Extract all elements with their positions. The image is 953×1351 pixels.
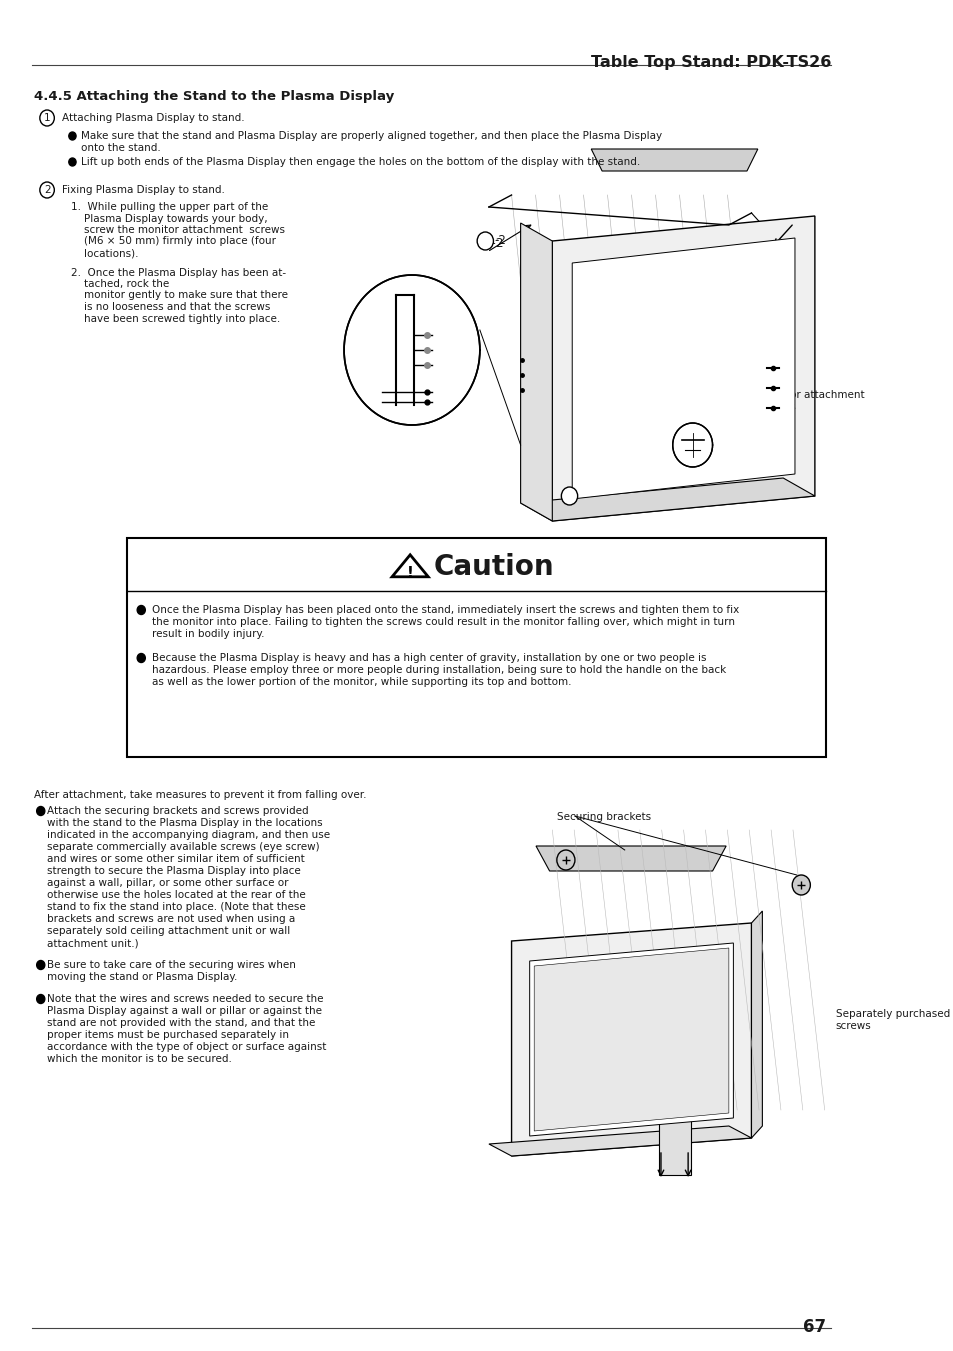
Polygon shape <box>534 948 728 1131</box>
Text: (M6 × 50 mm) firmly into place (four: (M6 × 50 mm) firmly into place (four <box>71 236 275 246</box>
Circle shape <box>137 605 145 615</box>
Text: After attachment, take measures to prevent it from falling over.: After attachment, take measures to preve… <box>34 790 367 800</box>
Text: against a wall, pillar, or some other surface or: against a wall, pillar, or some other su… <box>47 878 288 888</box>
Circle shape <box>560 486 578 505</box>
Circle shape <box>137 654 145 662</box>
Circle shape <box>791 875 809 894</box>
Text: attachment unit.): attachment unit.) <box>47 938 138 948</box>
Circle shape <box>36 961 45 970</box>
Text: stand are not provided with the stand, and that the: stand are not provided with the stand, a… <box>47 1019 315 1028</box>
Text: Table Top Stand: PDK-TS26: Table Top Stand: PDK-TS26 <box>590 55 830 70</box>
Text: Note that the wires and screws needed to secure the: Note that the wires and screws needed to… <box>47 994 323 1004</box>
Text: Plasma Display towards your body,: Plasma Display towards your body, <box>71 213 267 223</box>
Polygon shape <box>529 943 733 1136</box>
Text: Separately purchased
screws: Separately purchased screws <box>835 1009 949 1031</box>
Text: brackets and screws are not used when using a: brackets and screws are not used when us… <box>47 915 295 924</box>
FancyBboxPatch shape <box>613 409 648 476</box>
Text: Plasma Display against a wall or pillar or against the: Plasma Display against a wall or pillar … <box>47 1006 322 1016</box>
Text: hazardous. Please employ three or more people during installation, being sure to: hazardous. Please employ three or more p… <box>152 665 725 676</box>
Text: 1: 1 <box>44 113 51 123</box>
Text: Attach the securing brackets and screws provided: Attach the securing brackets and screws … <box>47 807 309 816</box>
Text: Be sure to take care of the securing wires when: Be sure to take care of the securing wir… <box>47 961 295 970</box>
Text: screw the monitor attachment  screws: screw the monitor attachment screws <box>71 226 284 235</box>
Text: !: ! <box>406 566 414 581</box>
Text: separate commercially available screws (eye screw): separate commercially available screws (… <box>47 842 319 852</box>
Text: indicated in the accompanying diagram, and then use: indicated in the accompanying diagram, a… <box>47 830 330 840</box>
Circle shape <box>40 182 54 199</box>
Text: proper items must be purchased separately in: proper items must be purchased separatel… <box>47 1029 289 1040</box>
Polygon shape <box>392 555 428 577</box>
Circle shape <box>36 807 45 816</box>
Text: ③-2: ③-2 <box>479 236 503 250</box>
Circle shape <box>36 994 45 1004</box>
Circle shape <box>69 158 76 166</box>
Text: accordance with the type of object or surface against: accordance with the type of object or su… <box>47 1042 326 1052</box>
Text: Lift up both ends of the Plasma Display then engage the holes on the bottom of t: Lift up both ends of the Plasma Display … <box>81 157 640 168</box>
Text: 1.  While pulling the upper part of the: 1. While pulling the upper part of the <box>71 203 268 212</box>
Text: Caution: Caution <box>434 553 554 581</box>
Text: Securing brackets: Securing brackets <box>557 812 650 821</box>
Polygon shape <box>536 846 725 871</box>
Polygon shape <box>751 911 761 1138</box>
Text: -1: -1 <box>578 489 590 503</box>
Text: the monitor into place. Failing to tighten the screws could result in the monito: the monitor into place. Failing to tight… <box>152 617 735 627</box>
Text: Make sure that the stand and Plasma Display are properly aligned together, and t: Make sure that the stand and Plasma Disp… <box>81 131 662 153</box>
Circle shape <box>344 276 479 426</box>
Circle shape <box>69 132 76 141</box>
Text: tached, rock the: tached, rock the <box>71 280 169 289</box>
Text: Because the Plasma Display is heavy and has a high center of gravity, installati: Because the Plasma Display is heavy and … <box>152 653 706 663</box>
Text: stand to fix the stand into place. (Note that these: stand to fix the stand into place. (Note… <box>47 902 306 912</box>
Circle shape <box>672 423 712 467</box>
Text: 2.  Once the Plasma Display has been at-: 2. Once the Plasma Display has been at- <box>71 267 286 277</box>
Polygon shape <box>591 149 757 172</box>
Text: locations).: locations). <box>71 249 138 258</box>
Text: as well as the lower portion of the monitor, while supporting its top and bottom: as well as the lower portion of the moni… <box>152 677 571 688</box>
Text: 2: 2 <box>44 185 51 195</box>
Polygon shape <box>520 478 814 521</box>
Text: 67: 67 <box>801 1319 825 1336</box>
Text: -2: -2 <box>494 235 506 247</box>
FancyBboxPatch shape <box>127 538 825 757</box>
Text: with the stand to the Plasma Display in the locations: with the stand to the Plasma Display in … <box>47 817 322 828</box>
Polygon shape <box>572 238 794 499</box>
Text: strength to secure the Plasma Display into place: strength to secure the Plasma Display in… <box>47 866 300 875</box>
Text: monitor gently to make sure that there: monitor gently to make sure that there <box>71 290 287 300</box>
Text: which the monitor is to be secured.: which the monitor is to be secured. <box>47 1054 232 1065</box>
Text: result in bodily injury.: result in bodily injury. <box>152 630 264 639</box>
FancyBboxPatch shape <box>659 1111 690 1175</box>
Text: Fixing Plasma Display to stand.: Fixing Plasma Display to stand. <box>62 185 224 195</box>
Text: otherwise use the holes located at the rear of the: otherwise use the holes located at the r… <box>47 890 306 900</box>
Text: Once the Plasma Display has been placed onto the stand, immediately insert the s: Once the Plasma Display has been placed … <box>152 605 739 615</box>
Polygon shape <box>552 216 814 521</box>
Text: is no looseness and that the screws: is no looseness and that the screws <box>71 303 270 312</box>
Text: 2: 2 <box>481 236 488 246</box>
Polygon shape <box>489 1125 751 1156</box>
Text: and wires or some other similar item of sufficient: and wires or some other similar item of … <box>47 854 305 865</box>
Text: 4.4.5 Attaching the Stand to the Plasma Display: 4.4.5 Attaching the Stand to the Plasma … <box>34 91 395 103</box>
Text: have been screwed tightly into place.: have been screwed tightly into place. <box>71 313 279 323</box>
Text: Monitor attachment
screws: Monitor attachment screws <box>760 390 863 412</box>
Polygon shape <box>520 223 552 521</box>
Text: separately sold ceiling attachment unit or wall: separately sold ceiling attachment unit … <box>47 925 290 936</box>
Circle shape <box>557 850 575 870</box>
Text: 2: 2 <box>566 490 572 501</box>
Text: Attaching Plasma Display to stand.: Attaching Plasma Display to stand. <box>62 113 244 123</box>
Text: moving the stand or Plasma Display.: moving the stand or Plasma Display. <box>47 971 237 982</box>
Circle shape <box>476 232 493 250</box>
Polygon shape <box>511 923 751 1156</box>
Circle shape <box>40 109 54 126</box>
